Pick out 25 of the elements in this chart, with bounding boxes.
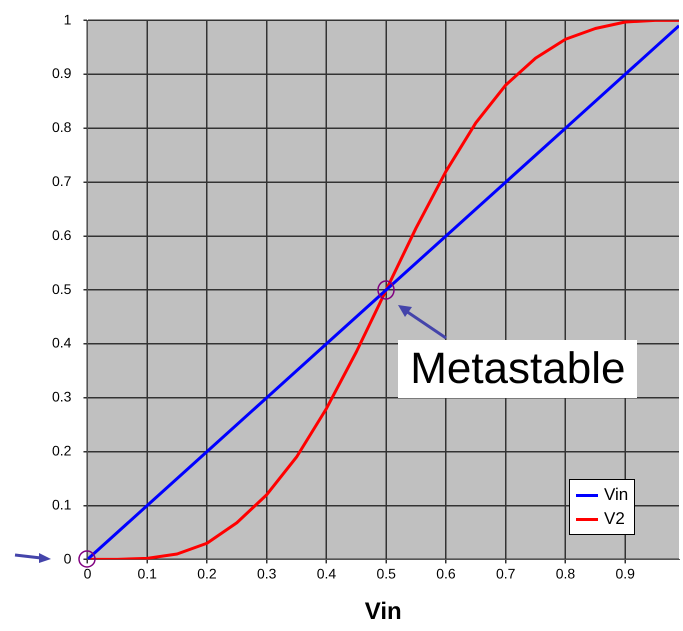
y-tick-label: 0.1 <box>52 496 72 512</box>
x-tick-label: 0.9 <box>615 566 636 582</box>
annotation: Metastable <box>398 340 638 398</box>
legend-label: Vin <box>604 484 628 506</box>
y-tick-label: 0.4 <box>52 334 72 351</box>
x-tick-label: 0.8 <box>556 566 576 582</box>
legend-label: V2 <box>604 508 625 530</box>
y-tick-label: 0.6 <box>52 226 72 243</box>
y-tick-label: 0.9 <box>52 65 72 82</box>
y-tick-label: 0.3 <box>52 388 72 405</box>
x-tick-label: 0.3 <box>256 566 277 582</box>
y-tick-label: 0.2 <box>52 442 72 458</box>
y-tick-label: 1 <box>64 11 72 28</box>
x-tick-label: 0.7 <box>496 566 516 582</box>
x-tick-label: 0 <box>84 566 92 582</box>
x-axis-title: Vin <box>364 598 402 626</box>
x-tick-label: 0.2 <box>197 566 217 582</box>
y-tick-label: 0 <box>64 550 72 566</box>
x-tick-label: 0.6 <box>436 566 456 582</box>
y-tick-label: 0.5 <box>52 280 72 297</box>
y-tick-label: 0.8 <box>52 119 72 136</box>
x-tick-label: 0.1 <box>137 566 158 582</box>
x-tick-label: 0.4 <box>316 566 336 582</box>
x-tick-label: 0.5 <box>376 566 396 582</box>
y-tick-label: 0.7 <box>52 172 72 189</box>
